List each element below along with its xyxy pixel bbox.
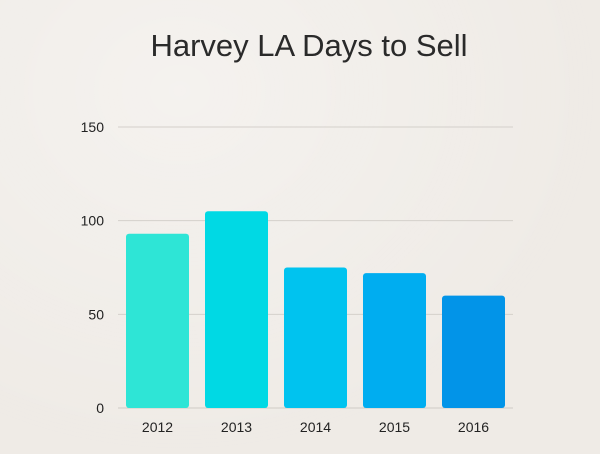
x-axis-ticks: 2012 2013 2014 2015 2016: [142, 419, 489, 435]
x-tick-label: 2015: [379, 419, 410, 435]
bar: [205, 211, 268, 408]
chart-title: Harvey LA Days to Sell: [150, 28, 468, 63]
bar: [363, 273, 426, 408]
bar: [284, 267, 347, 408]
x-tick-label: 2014: [300, 419, 331, 435]
x-tick-label: 2013: [221, 419, 252, 435]
x-tick-label: 2012: [142, 419, 173, 435]
y-tick-label: 150: [81, 119, 105, 135]
y-axis-ticks: 0 50 100 150: [81, 119, 105, 416]
x-tick-label: 2016: [458, 419, 489, 435]
y-tick-label: 50: [88, 306, 104, 322]
y-tick-label: 100: [81, 213, 105, 229]
y-tick-label: 0: [96, 400, 104, 416]
bar: [442, 295, 505, 408]
bars: [126, 211, 505, 408]
bar: [126, 233, 189, 408]
